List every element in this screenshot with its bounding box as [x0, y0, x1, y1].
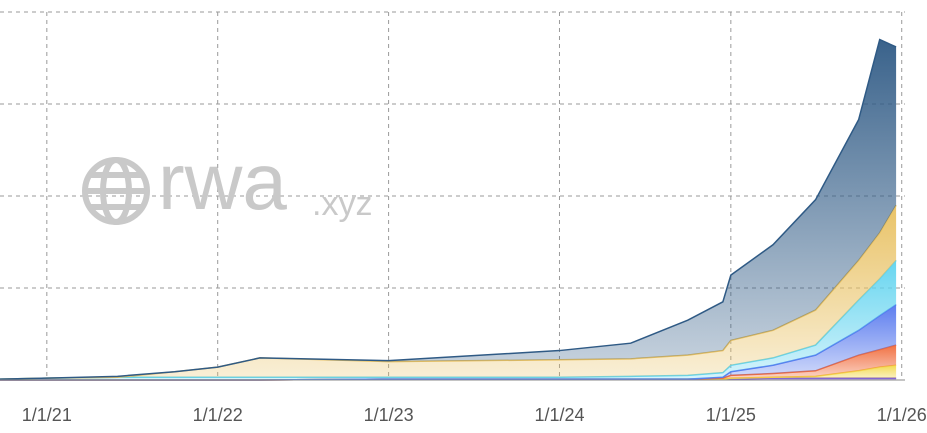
- x-tick-label: 1/1/22: [193, 405, 243, 425]
- x-tick-label: 1/1/25: [706, 405, 756, 425]
- watermark-text: rwa: [158, 137, 287, 226]
- globe-icon: [82, 157, 150, 225]
- x-tick-label: 1/1/26: [877, 405, 927, 425]
- watermark-suffix: .xyz: [312, 185, 372, 223]
- watermark: rwa .xyz: [82, 137, 372, 226]
- x-tick-label: 1/1/21: [22, 405, 72, 425]
- x-tick-label: 1/1/24: [534, 405, 584, 425]
- x-tick-label: 1/1/23: [364, 405, 414, 425]
- area-edge: [0, 38, 897, 380]
- area: [0, 345, 897, 380]
